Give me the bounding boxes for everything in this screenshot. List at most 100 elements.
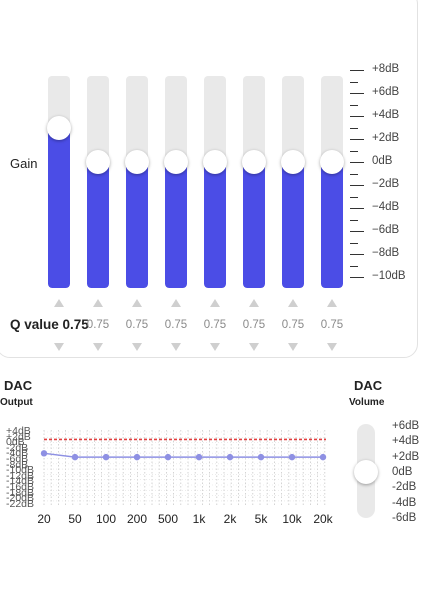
- scale-minor-tick: [350, 196, 358, 198]
- scale-major-tick: [350, 277, 364, 279]
- band-slider-knob[interactable]: [86, 150, 110, 174]
- band-slider-8[interactable]: [320, 76, 344, 288]
- volume-slider-knob[interactable]: [354, 460, 378, 484]
- response-x-label: 100: [95, 512, 117, 526]
- q-increase-arrow-icon[interactable]: [249, 299, 259, 307]
- response-y-label: -2dB: [6, 441, 29, 454]
- scale-minor-tick: [350, 173, 358, 175]
- band-slider-4[interactable]: [164, 76, 188, 288]
- band-slider-fill: [87, 162, 109, 288]
- q-increase-arrow-icon[interactable]: [327, 299, 337, 307]
- response-x-label: 50: [68, 512, 82, 526]
- scale-db-label: −2dB: [372, 178, 400, 190]
- response-x-label: 5k: [254, 512, 268, 526]
- q-decrease-arrow-icon[interactable]: [93, 343, 103, 351]
- band-slider-fill: [126, 162, 148, 288]
- response-y-label: -10dB: [6, 464, 35, 477]
- band-slider-track[interactable]: [126, 76, 148, 288]
- scale-db-label: −10dB: [372, 270, 406, 282]
- volume-db-label: 0dB: [392, 465, 413, 478]
- band-slider-fill: [48, 127, 70, 288]
- response-point: [288, 453, 296, 461]
- q-value: 0.75: [164, 319, 188, 331]
- q-decrease-arrow-icon[interactable]: [210, 343, 220, 351]
- scale-db-label: +2dB: [372, 132, 400, 144]
- response-y-label: 0dB: [6, 436, 25, 449]
- q-value: 0.75: [86, 319, 110, 331]
- q-increase-arrow-icon[interactable]: [93, 299, 103, 307]
- response-point: [102, 453, 110, 461]
- response-x-label: 500: [157, 512, 179, 526]
- q-value-label: Q value 0.75: [10, 317, 89, 332]
- q-value: 0.75: [125, 319, 149, 331]
- band-slider-track[interactable]: [165, 76, 187, 288]
- band-slider-knob[interactable]: [281, 150, 305, 174]
- scale-db-label: −6dB: [372, 224, 400, 236]
- band-slider-6[interactable]: [242, 76, 266, 288]
- response-point: [226, 453, 234, 461]
- band-slider-7[interactable]: [281, 76, 305, 288]
- scale-major-tick: [350, 254, 364, 256]
- q-decrease-arrow-icon[interactable]: [327, 343, 337, 351]
- band-slider-track[interactable]: [87, 76, 109, 288]
- scale-major-tick: [350, 162, 364, 164]
- band-slider-3[interactable]: [125, 76, 149, 288]
- frequency-response-graph: [40, 430, 327, 506]
- response-x-label: 20: [37, 512, 51, 526]
- dac-volume-title: DAC: [354, 378, 383, 393]
- scale-db-label: +8dB: [372, 63, 400, 75]
- response-point: [319, 453, 327, 461]
- q-decrease-arrow-icon[interactable]: [54, 343, 64, 351]
- band-slider-track[interactable]: [48, 76, 70, 288]
- q-increase-arrow-icon[interactable]: [54, 299, 64, 307]
- q-value: 0.75: [281, 319, 305, 331]
- band-slider-2[interactable]: [86, 76, 110, 288]
- response-y-label: +2dB: [6, 430, 31, 443]
- band-slider-knob[interactable]: [242, 150, 266, 174]
- response-point: [164, 453, 172, 461]
- band-slider-fill: [204, 162, 226, 288]
- volume-db-label: -4dB: [392, 496, 417, 509]
- gain-scale: +8dB +6dB +4dB +2dB 0dB −2dB −4dB −6dB −8dB −10dB: [350, 63, 420, 292]
- band-slider-track[interactable]: [243, 76, 265, 288]
- q-decrease-arrow-icon[interactable]: [132, 343, 142, 351]
- response-y-label: -20dB: [6, 492, 35, 505]
- band-slider-knob[interactable]: [164, 150, 188, 174]
- scale-db-label: −8dB: [372, 247, 400, 259]
- q-decrease-arrow-icon[interactable]: [249, 343, 259, 351]
- q-increase-arrow-icon[interactable]: [210, 299, 220, 307]
- band-slider-track[interactable]: [204, 76, 226, 288]
- band-slider-track[interactable]: [321, 76, 343, 288]
- band-slider-knob[interactable]: [203, 150, 227, 174]
- scale-db-label: −4dB: [372, 201, 400, 213]
- q-increase-arrow-icon[interactable]: [171, 299, 181, 307]
- q-increase-arrow-icon[interactable]: [288, 299, 298, 307]
- dac-output-label: Output: [0, 397, 33, 408]
- band-slider-knob[interactable]: [47, 115, 71, 140]
- q-value: 0.75: [203, 319, 227, 331]
- band-slider-5[interactable]: [203, 76, 227, 288]
- response-y-label: -16dB: [6, 481, 35, 493]
- band-slider-knob[interactable]: [320, 150, 344, 174]
- dac-output-title: DAC: [4, 378, 33, 393]
- response-y-label: -4dB: [6, 447, 29, 460]
- response-y-label: -6dB: [6, 453, 29, 465]
- scale-db-label: +4dB: [372, 109, 400, 121]
- response-y-label: -8dB: [6, 458, 29, 471]
- band-slider-1[interactable]: [47, 76, 71, 288]
- scale-minor-tick: [350, 127, 358, 129]
- q-decrease-arrow-icon[interactable]: [171, 343, 181, 351]
- q-increase-arrow-icon[interactable]: [132, 299, 142, 307]
- band-slider-track[interactable]: [282, 76, 304, 288]
- volume-db-label: -6dB: [392, 511, 417, 524]
- response-y-label: -14dB: [6, 475, 35, 488]
- scale-major-tick: [350, 185, 364, 187]
- response-x-label: 10k: [282, 512, 302, 526]
- q-decrease-arrow-icon[interactable]: [288, 343, 298, 351]
- response-x-label: 20k: [313, 512, 333, 526]
- volume-db-label: +4dB: [392, 435, 420, 448]
- band-slider-fill: [321, 162, 343, 288]
- band-slider-knob[interactable]: [125, 150, 149, 174]
- q-value: 0.75: [320, 319, 344, 331]
